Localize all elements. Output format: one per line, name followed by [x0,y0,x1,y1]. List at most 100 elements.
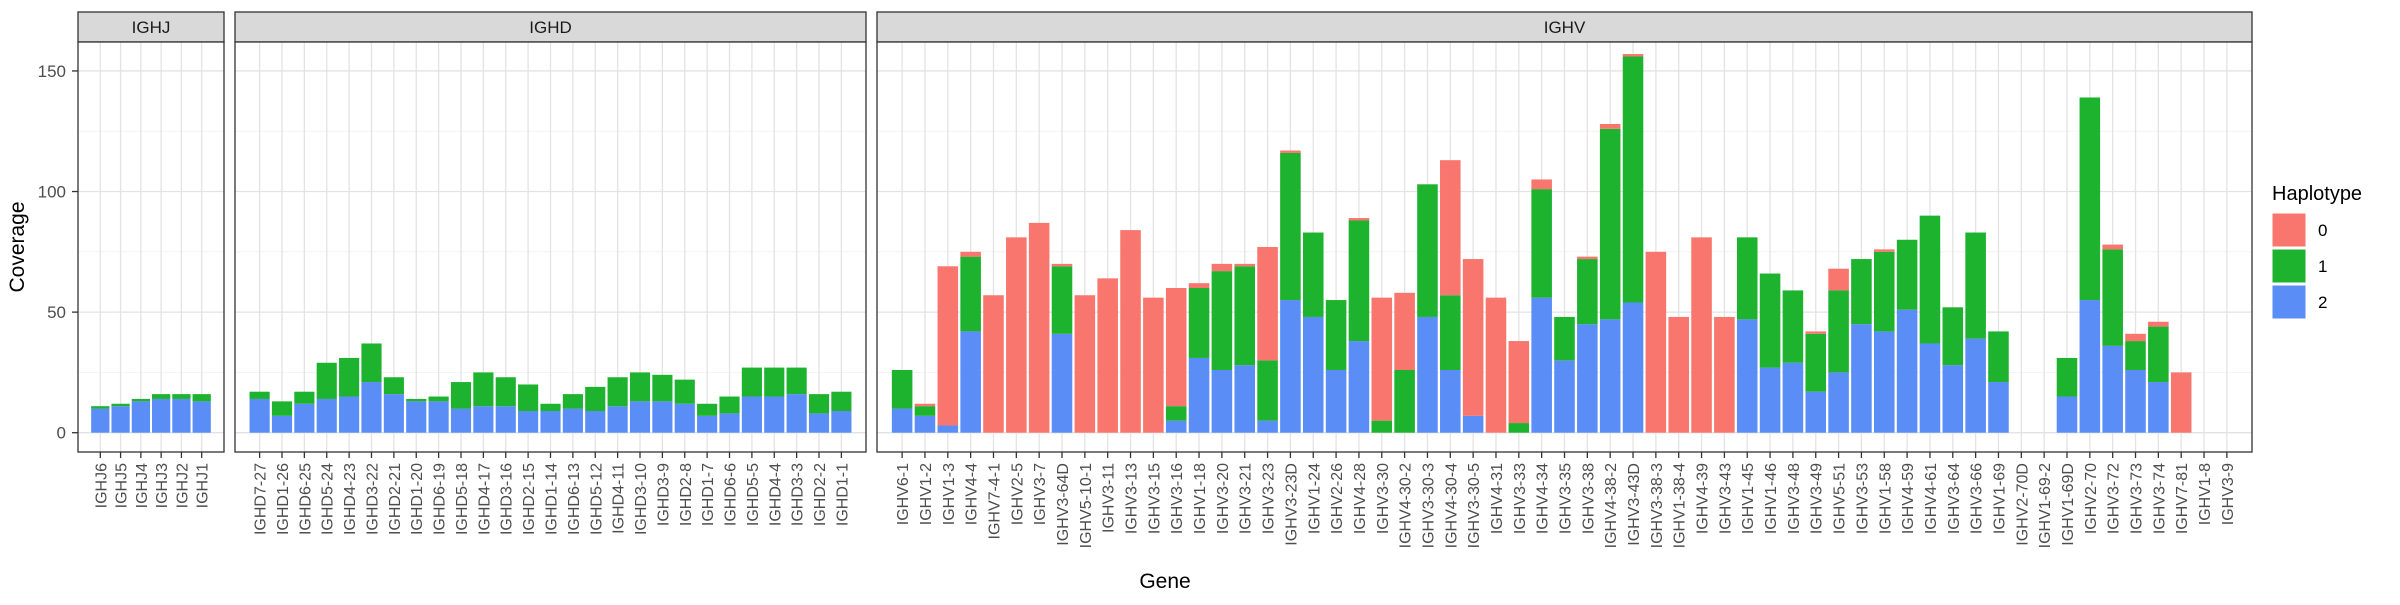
bar-ighv3-20-haplotype-0 [1211,263,1233,272]
facet-strip [234,11,867,43]
bar-ighv3-64-haplotype-2 [1942,365,1964,433]
bar-ighj2-haplotype-2 [172,398,191,433]
bar-ighv3-72-haplotype-1 [2102,249,2123,346]
bar-ighv3-7-haplotype-0 [1028,222,1050,433]
x-tick-label-ighd4-17: IGHD4-17 [476,463,493,535]
bar-ighv1-2-haplotype-2 [914,415,936,433]
bar-ighd5-12-haplotype-1 [585,386,606,411]
facet-ighd: IGHD IGHD7-27 IGHD1-26 IGHD6-25 IGHD5-24 IGHD… [234,11,867,535]
bar-ighv3-66-haplotype-1 [1965,232,1986,339]
x-tick-label-ighd3-3: IGHD3-3 [790,463,807,526]
bar-ighv4-4-haplotype-0 [960,251,981,257]
bar-ighv3-23d-haplotype-0 [1280,150,1301,153]
x-tick-label-ighv1-46: IGHV1-46 [1763,463,1780,534]
x-tick-label-ighv5-51: IGHV5-51 [1832,463,1849,534]
x-tick-label-ighd3-16: IGHD3-16 [499,463,516,535]
x-tick-label-ighv3-73: IGHV3-73 [2129,463,2146,534]
legend: Haplotype 0 1 2 [2271,183,2362,320]
bar-ighv3-16-haplotype-1 [1165,406,1187,421]
x-tick-label-ighv1-58: IGHV1-58 [1877,463,1894,534]
bar-ighj4-haplotype-1 [131,398,150,402]
bar-ighv3-16-haplotype-0 [1165,288,1187,407]
bar-ighd6-13-haplotype-1 [562,394,583,409]
x-tick-label-ighv3-23: IGHV3-23 [1261,463,1278,534]
bar-ighv3-74-haplotype-1 [2148,326,2169,383]
bar-ighd4-4-haplotype-2 [764,396,785,433]
bar-ighv3-49-haplotype-1 [1805,333,1827,392]
bar-ighd5-5-haplotype-2 [741,396,762,433]
x-tick-label-ighv3-15: IGHV3-15 [1146,463,1163,534]
legend-label-1: 1 [2318,257,2327,276]
bar-ighd3-9-haplotype-2 [652,401,673,433]
x-tick-label-ighd2-21: IGHD2-21 [387,463,404,535]
bar-ighd4-23-haplotype-2 [339,396,360,433]
x-tick-label-ighd4-23: IGHD4-23 [342,463,359,535]
bar-ighd6-19-haplotype-1 [428,396,449,402]
bar-ighv3-48-haplotype-2 [1782,362,1804,433]
bar-ighj1-haplotype-1 [192,394,211,402]
x-tick-label-ighv3-20: IGHV3-20 [1215,463,1232,534]
x-tick-label-ighv4-31: IGHV4-31 [1489,463,1506,534]
bar-ighd5-12-haplotype-2 [585,411,606,433]
x-tick-label-ighv1-38-4: IGHV1-38-4 [1672,463,1689,548]
x-tick-label-ighv1-45: IGHV1-45 [1740,463,1757,534]
x-tick-label-ighd4-4: IGHD4-4 [767,463,784,526]
y-tick-label: 50 [47,303,66,322]
bar-ighd2-8-haplotype-2 [674,403,695,433]
x-tick-label-ighv4-61: IGHV4-61 [1923,463,1940,534]
bar-ighd3-22-haplotype-1 [361,343,382,383]
bar-ighv4-30-4-haplotype-0 [1440,160,1461,296]
bar-ighv6-1-haplotype-2 [891,408,913,433]
bar-ighv2-26-haplotype-2 [1325,370,1347,433]
bar-ighd6-6-haplotype-1 [719,396,740,414]
bar-ighv5-10-1-haplotype-0 [1074,295,1096,433]
bar-ighv1-3-haplotype-2 [937,425,959,433]
bar-ighd5-24-haplotype-2 [316,398,337,433]
bar-ighd4-23-haplotype-1 [339,357,360,397]
y-tick-label: 150 [38,62,66,81]
bar-ighd3-9-haplotype-1 [652,374,673,402]
bar-ighv3-43d-haplotype-0 [1622,54,1644,57]
x-tick-label-ighv1-18: IGHV1-18 [1192,463,1209,534]
x-tick-label-ighv3-16: IGHV3-16 [1169,463,1186,534]
y-axis-title: Coverage [6,201,29,292]
bar-ighv1-45-haplotype-2 [1736,319,1758,433]
bar-ighv3-30-5-haplotype-0 [1462,259,1484,416]
bar-ighv3-20-haplotype-2 [1211,370,1233,433]
x-tick-label-ighd1-7: IGHD1-7 [700,463,717,526]
x-tick-label-ighv3-30-3: IGHV3-30-3 [1420,463,1437,548]
x-tick-label-ighd2-2: IGHD2-2 [812,463,829,526]
x-tick-label-ighv3-38: IGHV3-38 [1580,463,1597,534]
x-tick-label-ighv2-70d: IGHV2-70D [2014,463,2031,546]
bar-ighv4-4-haplotype-2 [960,331,981,433]
bar-ighj5-haplotype-1 [111,403,130,407]
bar-ighv1-46-haplotype-2 [1759,367,1781,433]
x-tick-label-ighv5-10-1: IGHV5-10-1 [1078,463,1095,548]
facet-strip [77,11,225,43]
bar-ighv1-46-haplotype-1 [1759,273,1781,368]
bar-ighd3-3-haplotype-1 [786,367,807,395]
bar-ighv4-31-haplotype-0 [1485,297,1507,433]
bar-ighd6-25-haplotype-2 [294,403,315,433]
bar-ighv3-64d-haplotype-1 [1051,266,1073,334]
bar-ighd1-20-haplotype-2 [406,401,427,433]
x-tick-label-ighv7-4-1: IGHV7-4-1 [986,463,1003,540]
x-tick-label-ighd5-5: IGHD5-5 [745,463,762,526]
bar-ighv4-61-haplotype-2 [1919,343,1941,433]
x-tick-label-ighj3: IGHJ3 [154,463,171,508]
bar-ighv7-4-1-haplotype-0 [983,295,1004,433]
x-tick-label-ighv3-49: IGHV3-49 [1809,463,1826,534]
x-tick-label-ighv3-11: IGHV3-11 [1101,463,1118,533]
bar-ighv3-23d-haplotype-2 [1280,300,1301,433]
bar-ighv3-43-haplotype-0 [1714,316,1735,433]
bar-ighd2-21-haplotype-2 [383,394,404,433]
bar-ighd3-10-haplotype-1 [629,372,651,402]
facet-strip-label: IGHD [529,18,572,37]
bar-ighv3-38-haplotype-0 [1577,256,1598,260]
bar-ighv1-3-haplotype-0 [937,266,959,426]
x-tick-label-ighv7-81: IGHV7-81 [2174,463,2191,534]
bar-ighj3-haplotype-1 [152,394,171,399]
x-tick-label-ighd1-14: IGHD1-14 [544,463,561,535]
